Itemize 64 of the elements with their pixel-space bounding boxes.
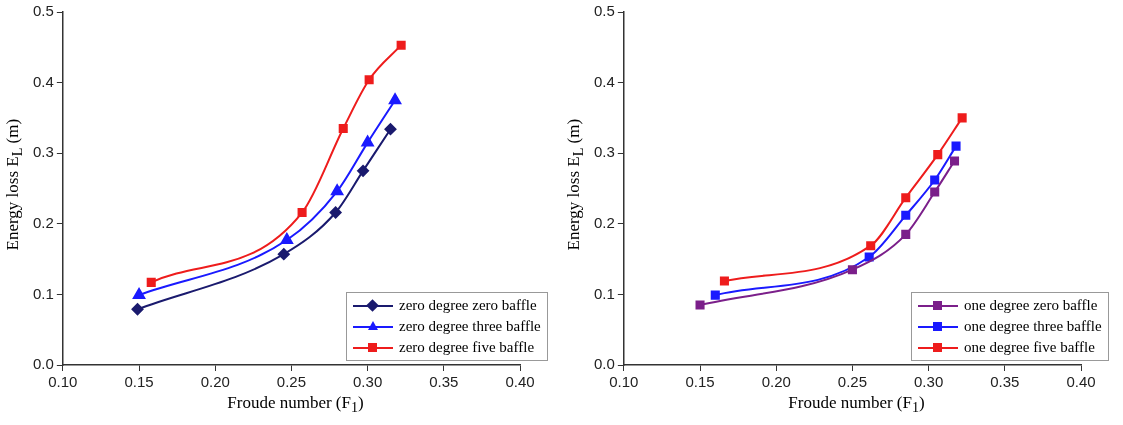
point (384, 123, 397, 136)
legend-label: zero degree five baffle (399, 339, 535, 356)
point (277, 248, 290, 261)
point (847, 265, 857, 275)
y-tick-label: 0.2 (593, 213, 615, 231)
point (695, 300, 705, 310)
point (901, 210, 911, 220)
y-tick-label: 0.4 (32, 72, 54, 90)
point (957, 113, 967, 123)
y-tick-label: 0.2 (32, 213, 54, 231)
x-axis-title: Froude number (F$_{1}$) (787, 393, 926, 417)
legend-label: one degree three baffle (964, 318, 1102, 335)
x-tick-label: 0.10 (609, 373, 639, 391)
point (280, 233, 294, 245)
point (951, 141, 961, 151)
x-tick-label: 0.20 (761, 373, 791, 391)
y-tick-label: 0.3 (32, 143, 54, 161)
point (357, 164, 370, 177)
legend-label: one degree zero baffle (964, 297, 1098, 314)
y-tick-label: 0.1 (593, 284, 615, 302)
x-tick-label: 0.25 (276, 373, 307, 391)
point (330, 184, 344, 196)
y-tick-label: 0.1 (32, 284, 54, 302)
point (338, 123, 348, 134)
legend-label: zero degree three baffle (399, 318, 541, 335)
x-tick-label: 0.35 (429, 373, 459, 391)
y-tick-label: 0.4 (593, 72, 615, 90)
y-tick-label: 0.0 (32, 355, 54, 373)
point (146, 277, 156, 287)
x-tick-label: 0.35 (990, 373, 1020, 391)
x-tick-label: 0.15 (685, 373, 715, 391)
point (933, 150, 943, 160)
point (930, 187, 940, 197)
x-tick-label: 0.40 (1066, 373, 1096, 391)
legend-label: zero degree zero baffle (399, 297, 537, 314)
x-tick-label: 0.25 (837, 373, 868, 391)
x-tick-label: 0.10 (48, 373, 78, 391)
point (719, 276, 729, 286)
x-axis-title: Froude number (F$_{1}$) (226, 393, 365, 417)
point (949, 156, 960, 166)
y-tick-label: 0.0 (593, 355, 615, 373)
point (396, 40, 406, 50)
point (132, 288, 146, 300)
point (901, 193, 911, 203)
point (361, 135, 374, 147)
point (388, 93, 402, 105)
point (329, 206, 342, 219)
y-tick-label: 0.5 (593, 2, 615, 20)
point (864, 252, 874, 262)
point (131, 303, 144, 316)
x-tick-label: 0.40 (505, 373, 535, 391)
point (866, 241, 876, 251)
point (930, 175, 940, 185)
point (901, 229, 911, 239)
x-tick-label: 0.20 (200, 373, 230, 391)
legend-label: one degree five baffle (964, 339, 1095, 356)
x-tick-label: 0.30 (353, 373, 383, 391)
y-tick-label: 0.3 (593, 143, 615, 161)
x-tick-label: 0.30 (914, 373, 944, 391)
point (710, 290, 720, 300)
point (364, 75, 374, 85)
point (297, 207, 307, 218)
x-tick-label: 0.15 (124, 373, 154, 391)
y-tick-label: 0.5 (32, 2, 54, 20)
